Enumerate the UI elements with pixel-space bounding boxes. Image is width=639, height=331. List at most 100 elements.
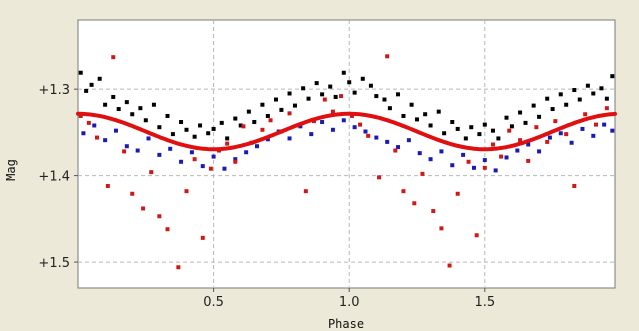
fit-curve-line xyxy=(76,111,617,152)
data-point xyxy=(469,125,474,130)
data-point xyxy=(149,170,154,175)
data-point xyxy=(610,74,615,79)
data-point xyxy=(157,214,162,219)
data-point xyxy=(415,117,420,122)
data-point xyxy=(423,112,428,117)
y-tick-label: +1.5 xyxy=(38,256,70,271)
data-point xyxy=(113,128,118,133)
data-point xyxy=(352,90,357,95)
data-point xyxy=(92,123,97,128)
data-point xyxy=(409,102,414,107)
data-point xyxy=(238,123,243,128)
data-point xyxy=(509,124,514,129)
data-point xyxy=(157,152,162,157)
data-point xyxy=(374,94,379,99)
data-point xyxy=(531,103,536,108)
data-point xyxy=(406,138,411,143)
data-point xyxy=(490,128,495,133)
data-point xyxy=(222,166,227,171)
data-point xyxy=(89,82,94,87)
data-point xyxy=(412,201,417,206)
grid-lines xyxy=(74,20,615,292)
data-point xyxy=(604,106,609,111)
data-point xyxy=(455,126,460,131)
tick-labels: 0.5 1.0 1.5 +1.3 +1.4 +1.5 xyxy=(38,83,495,310)
data-point xyxy=(105,183,110,188)
data-point xyxy=(496,136,501,141)
data-point xyxy=(287,111,292,116)
data-point xyxy=(265,137,270,142)
data-point xyxy=(200,235,205,240)
data-point xyxy=(111,55,116,60)
data-point xyxy=(466,159,471,164)
y-axis-title: Mag xyxy=(4,159,18,181)
data-point xyxy=(507,128,512,133)
y-tick-label: +1.3 xyxy=(38,83,70,98)
data-point xyxy=(518,138,523,143)
data-point xyxy=(442,131,447,136)
data-point xyxy=(547,135,552,140)
data-point xyxy=(241,124,246,129)
data-point xyxy=(526,158,531,163)
data-point xyxy=(572,88,577,93)
data-point xyxy=(602,122,607,127)
data-point xyxy=(428,157,433,162)
data-point xyxy=(572,183,577,188)
data-point xyxy=(184,189,189,194)
data-point xyxy=(599,86,604,91)
data-point xyxy=(124,100,129,105)
data-point xyxy=(165,113,170,118)
data-point xyxy=(206,131,211,136)
data-point xyxy=(382,97,387,102)
data-point xyxy=(594,122,599,127)
data-point xyxy=(233,157,238,162)
data-point xyxy=(352,125,357,130)
data-point xyxy=(545,139,550,144)
data-point xyxy=(244,150,249,155)
data-point xyxy=(477,132,482,137)
data-point xyxy=(287,91,292,96)
data-point xyxy=(141,206,146,211)
x-tick-label: 1.5 xyxy=(474,295,495,310)
data-point xyxy=(116,107,121,112)
data-point xyxy=(387,106,392,111)
data-point xyxy=(537,114,542,119)
data-point xyxy=(320,92,325,97)
data-point xyxy=(165,227,170,232)
data-point xyxy=(417,151,422,156)
data-point xyxy=(377,175,382,180)
data-point xyxy=(439,149,444,154)
data-point xyxy=(103,102,108,107)
data-point xyxy=(385,54,390,59)
data-points xyxy=(78,54,615,270)
data-point xyxy=(341,70,346,75)
data-point xyxy=(330,127,335,132)
data-point xyxy=(146,136,151,141)
data-point xyxy=(461,152,466,157)
data-point xyxy=(385,139,390,144)
data-point xyxy=(396,92,401,97)
data-point xyxy=(298,124,303,129)
data-point xyxy=(81,131,86,136)
data-point xyxy=(591,133,596,138)
data-point xyxy=(550,107,555,112)
data-point xyxy=(591,91,596,96)
data-point xyxy=(260,102,265,107)
data-point xyxy=(349,113,354,118)
x-tick-label: 0.5 xyxy=(203,295,224,310)
data-point xyxy=(585,83,590,88)
data-point xyxy=(341,118,346,123)
data-point xyxy=(122,149,127,154)
data-point xyxy=(518,110,523,115)
data-point xyxy=(347,80,352,85)
data-point xyxy=(471,165,476,170)
data-point xyxy=(86,120,91,125)
data-point xyxy=(157,125,162,130)
data-point xyxy=(151,102,156,107)
data-point xyxy=(219,120,224,125)
data-point xyxy=(233,159,238,164)
data-point xyxy=(431,209,436,214)
data-point xyxy=(279,107,284,112)
data-point xyxy=(526,142,531,147)
data-point xyxy=(330,109,335,114)
